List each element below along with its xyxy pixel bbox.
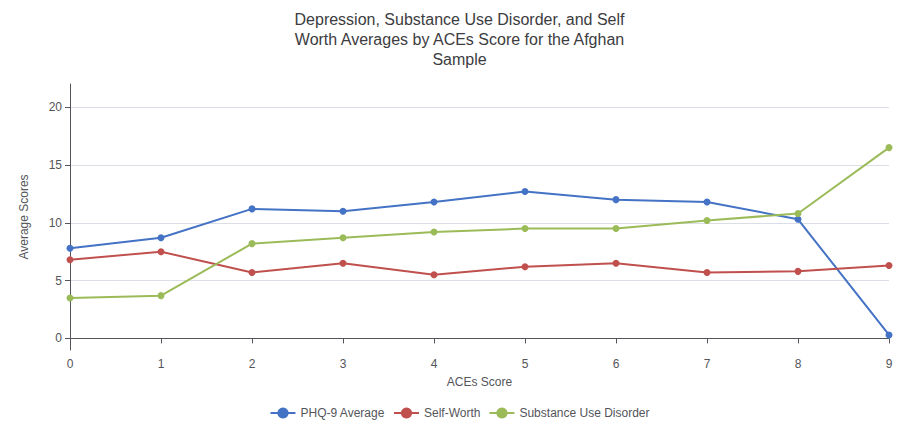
svg-text:8: 8 [795, 357, 802, 371]
svg-text:0: 0 [55, 331, 62, 345]
svg-text:0: 0 [67, 357, 74, 371]
svg-text:Self-Worth: Self-Worth [424, 406, 480, 420]
svg-text:20: 20 [49, 100, 63, 114]
svg-text:3: 3 [340, 357, 347, 371]
svg-text:Sample: Sample [432, 51, 486, 68]
svg-text:5: 5 [55, 274, 62, 288]
svg-text:Worth Averages by ACEs Score f: Worth Averages by ACEs Score for the Afg… [295, 31, 624, 48]
svg-text:PHQ-9 Average: PHQ-9 Average [300, 406, 384, 420]
svg-text:7: 7 [704, 357, 711, 371]
svg-text:10: 10 [49, 216, 63, 230]
svg-text:1: 1 [158, 357, 165, 371]
svg-text:ACEs Score: ACEs Score [447, 375, 513, 389]
svg-text:5: 5 [522, 357, 529, 371]
svg-text:2: 2 [249, 357, 256, 371]
svg-text:4: 4 [431, 357, 438, 371]
svg-text:9: 9 [886, 357, 893, 371]
svg-text:6: 6 [613, 357, 620, 371]
svg-text:Average Scores: Average Scores [17, 174, 31, 259]
svg-text:15: 15 [49, 158, 63, 172]
svg-text:Substance Use Disorder: Substance Use Disorder [519, 406, 649, 420]
svg-text:Depression, Substance Use Diso: Depression, Substance Use Disorder, and … [295, 11, 626, 28]
